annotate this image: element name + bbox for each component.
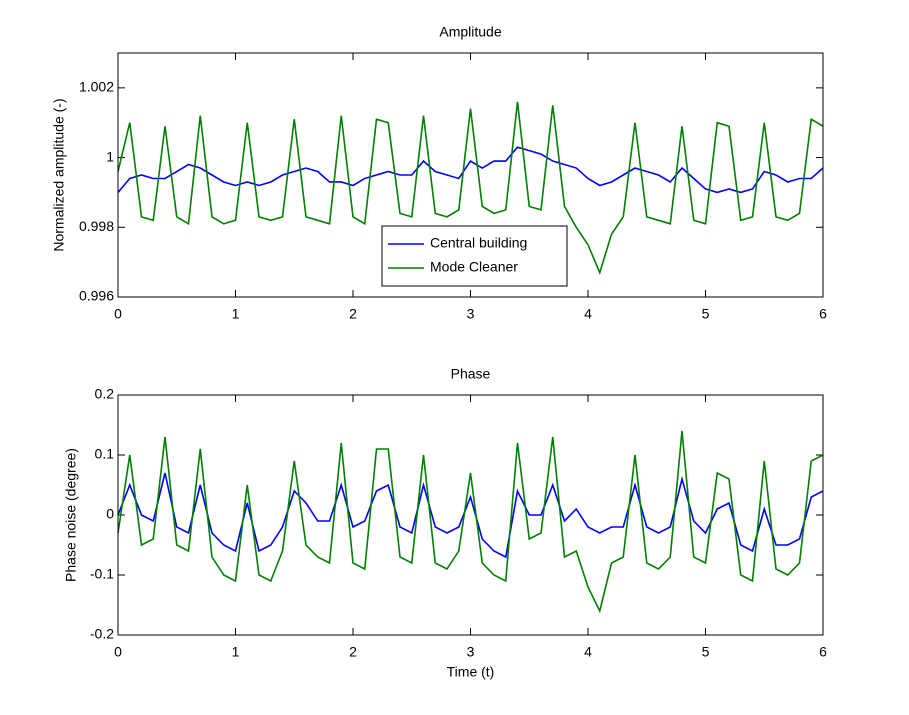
- y-tick-label: 0.996: [79, 288, 114, 304]
- axes-box: [117, 52, 824, 298]
- y-tick-label: 1.002: [79, 79, 114, 95]
- x-tick-label: 2: [349, 644, 357, 660]
- legend: Central building Mode Cleaner: [381, 225, 568, 287]
- x-tick-label: 0: [114, 306, 122, 322]
- y-tick-label: 0: [106, 506, 114, 522]
- x-tick-label: 5: [702, 306, 710, 322]
- x-axis-label: Time (t): [447, 664, 495, 680]
- y-tick-label: 0.2: [95, 386, 115, 402]
- x-tick-label: 5: [702, 644, 710, 660]
- y-axis-label: Normalized amplitude (-): [51, 98, 67, 251]
- series-line: [117, 472, 824, 559]
- x-tick-label: 3: [467, 306, 475, 322]
- x-tick-label: 1: [232, 644, 240, 660]
- series-line: [117, 430, 824, 614]
- x-tick-label: 2: [349, 306, 357, 322]
- axes-box: [117, 394, 824, 636]
- x-tick-label: 3: [467, 644, 475, 660]
- x-tick-label: 6: [819, 644, 827, 660]
- chart-title: Phase: [451, 366, 491, 382]
- series-line: [117, 146, 824, 194]
- y-tick-label: 0.998: [79, 218, 114, 234]
- x-tick-label: 4: [584, 644, 592, 660]
- plot-area: [118, 395, 823, 635]
- y-tick-label: -0.2: [90, 626, 114, 642]
- y-tick-label: -0.1: [90, 566, 114, 582]
- y-axis-label: Phase noise (degree): [63, 448, 79, 582]
- legend-box: [381, 225, 568, 287]
- x-tick-label: 6: [819, 306, 827, 322]
- legend-label: Mode Cleaner: [430, 259, 518, 275]
- legend-label: Central building: [430, 235, 527, 251]
- series-line: [117, 101, 824, 275]
- y-tick-label: 1: [106, 148, 114, 164]
- chart-title: Amplitude: [439, 24, 501, 40]
- x-tick-label: 4: [584, 306, 592, 322]
- x-tick-label: 0: [114, 644, 122, 660]
- y-tick-label: 0.1: [95, 446, 115, 462]
- x-tick-label: 1: [232, 306, 240, 322]
